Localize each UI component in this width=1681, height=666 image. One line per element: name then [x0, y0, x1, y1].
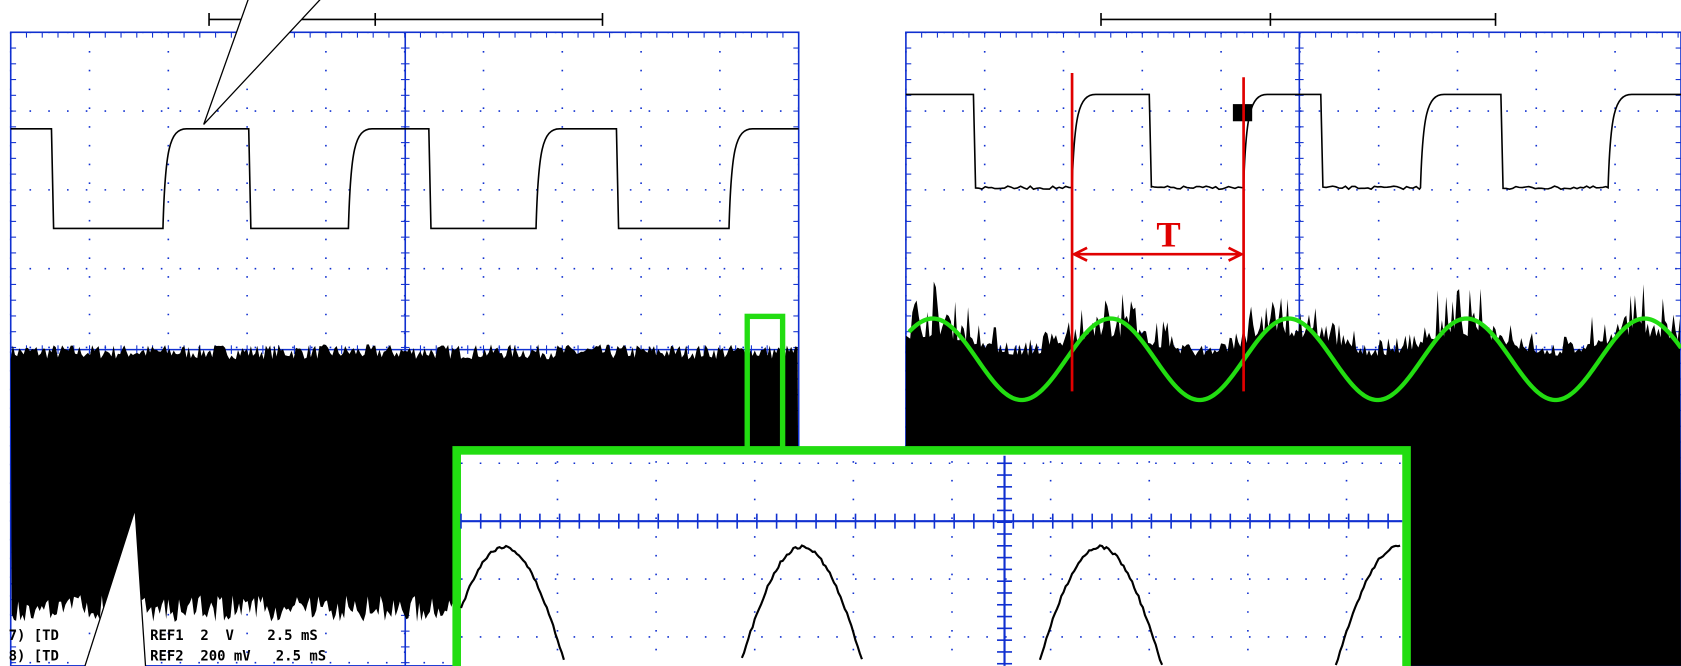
trigger-bar: [1101, 13, 1496, 26]
layers: [11, 0, 1681, 666]
status-settings: REF2 200 mV 2.5 mS: [150, 649, 326, 665]
status-channel: 7) [TD: [9, 628, 59, 644]
square-wave: [906, 94, 1681, 189]
period-label: T: [1156, 215, 1180, 255]
screenshot: T 7) [TD REF1 2 V 2.5 mS 8) [TD REF2 200 mV …: [0, 0, 1681, 666]
status-channel: 8) [TD: [9, 649, 59, 665]
zoom-box: [457, 450, 1407, 666]
status-settings: REF1 2 V 2.5 mS: [150, 628, 318, 644]
